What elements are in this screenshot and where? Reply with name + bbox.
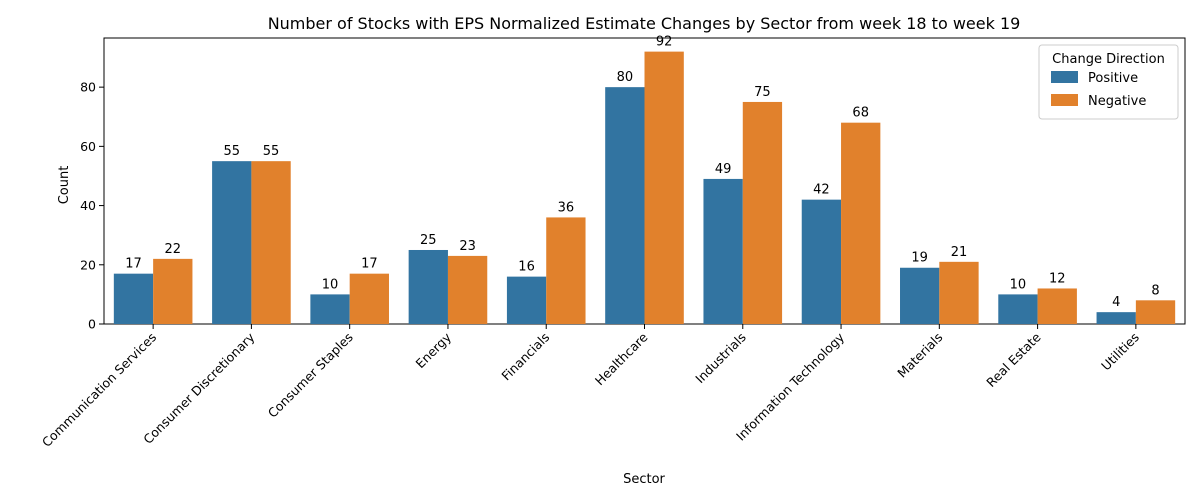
y-axis-ticks: 0 20 40 60 80 (80, 80, 104, 332)
x-tick-label: Utilities (1098, 330, 1142, 374)
bar-negative-2 (349, 273, 389, 324)
y-tick-label: 0 (88, 317, 96, 332)
y-tick-label: 80 (80, 80, 96, 95)
bar-positive-6 (703, 178, 743, 324)
bar-label-positive-9: 10 (1010, 277, 1027, 292)
y-axis-label: Count (57, 166, 72, 205)
bar-positive-4 (506, 276, 547, 324)
legend-swatch-negative (1051, 94, 1078, 106)
bar-label-negative-1: 55 (263, 144, 280, 159)
legend-title: Change Direction (1052, 52, 1165, 67)
bar-label-negative-9: 12 (1049, 271, 1066, 286)
x-tick-label: Industrials (692, 330, 749, 387)
bar-label-positive-3: 25 (420, 233, 437, 248)
bar-label-positive-6: 49 (715, 162, 732, 177)
bar-positive-5 (605, 87, 645, 324)
y-tick-label: 60 (80, 139, 96, 154)
x-tick-label: Financials (498, 330, 552, 384)
legend-swatch-positive (1051, 71, 1078, 83)
bar-positive-7 (801, 199, 842, 324)
bar-negative-4 (546, 217, 586, 324)
bar-negative-3 (447, 255, 488, 324)
x-tick-label: Communication Services (39, 330, 159, 450)
bar-label-positive-8: 19 (911, 251, 928, 266)
bar-label-positive-0: 17 (125, 257, 142, 272)
bar-label-negative-8: 21 (951, 245, 968, 260)
x-tick-label: Information Technology (733, 329, 848, 444)
bar-negative-1 (251, 161, 291, 324)
x-tick-label: Healthcare (592, 329, 651, 388)
bar-label-negative-4: 36 (558, 200, 575, 215)
bar-positive-3 (408, 249, 448, 324)
x-tick-label: Consumer Discretionary (140, 329, 258, 447)
bar-labels-group: 17 22 55 55 10 17 25 23 16 36 80 92 49 75 42 68 19 21 10 12… (125, 35, 1159, 311)
y-tick-label: 20 (80, 257, 96, 272)
bar-label-negative-7: 68 (852, 106, 869, 121)
chart-title: Number of Stocks with EPS Normalized Est… (268, 14, 1021, 33)
legend: Change Direction Positive Negative (1038, 44, 1179, 120)
legend-label-negative: Negative (1088, 94, 1146, 109)
bars-group (113, 51, 1176, 324)
bar-negative-0 (153, 258, 193, 324)
bar-label-positive-4: 16 (518, 260, 535, 275)
bar-negative-8 (939, 261, 979, 324)
bar-positive-9 (998, 294, 1038, 324)
bar-negative-7 (841, 122, 881, 324)
bar-negative-9 (1037, 288, 1077, 324)
x-tick-label: Consumer Staples (265, 330, 356, 421)
bar-label-negative-5: 92 (656, 35, 673, 50)
bar-negative-5 (644, 51, 684, 324)
bar-positive-8 (900, 267, 940, 324)
y-tick-label: 40 (80, 198, 96, 213)
x-tick-label: Energy (413, 329, 455, 371)
bar-label-positive-10: 4 (1112, 295, 1120, 310)
bar-label-negative-10: 8 (1151, 283, 1159, 298)
bar-negative-6 (742, 101, 783, 324)
bar-negative-10 (1135, 300, 1176, 324)
bar-label-positive-5: 80 (617, 70, 634, 85)
x-tick-label: Real Estate (983, 329, 1044, 390)
bar-label-positive-7: 42 (813, 183, 830, 198)
bar-label-positive-1: 55 (223, 144, 240, 159)
bar-label-negative-2: 17 (361, 257, 378, 272)
bar-positive-1 (212, 161, 252, 324)
bar-label-negative-3: 23 (459, 239, 476, 254)
x-axis-label: Sector (623, 472, 665, 487)
x-tick-label: Materials (894, 330, 945, 381)
bar-positive-10 (1096, 312, 1136, 324)
bar-label-negative-6: 75 (754, 85, 771, 100)
legend-label-positive: Positive (1088, 71, 1138, 86)
bar-label-negative-0: 22 (165, 242, 182, 257)
bar-positive-2 (310, 294, 350, 324)
bar-label-positive-2: 10 (322, 277, 339, 292)
bar-positive-0 (113, 273, 154, 324)
